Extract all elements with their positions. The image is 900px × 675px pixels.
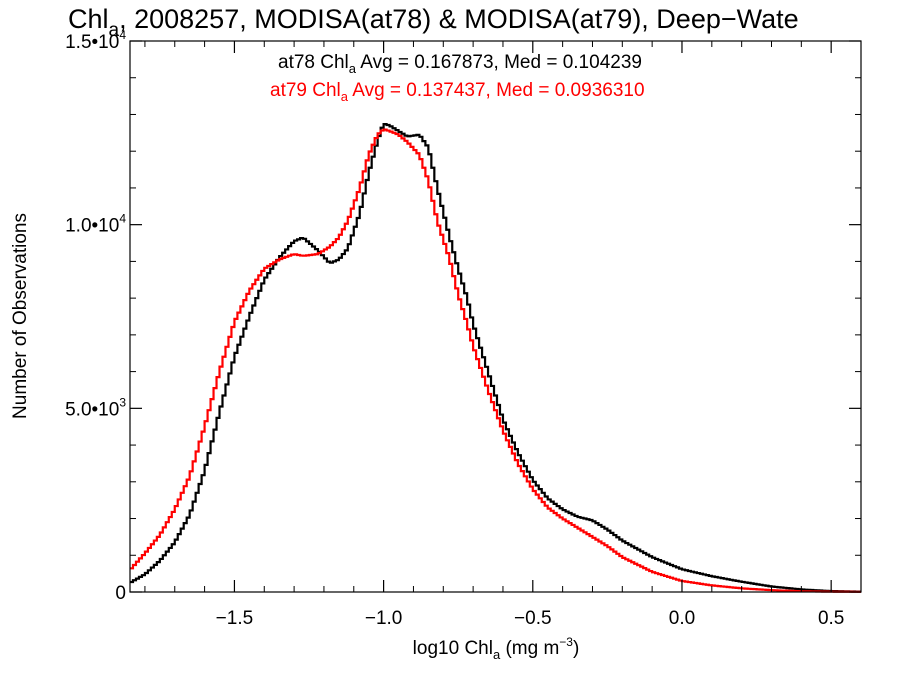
y-tick-label: 1.5•104 bbox=[65, 28, 126, 53]
chart-title: Chla, 2008257, MODISA(at78) & MODISA(at7… bbox=[68, 4, 799, 41]
x-tick-label: −0.5 bbox=[514, 608, 552, 629]
y-tick-label: 0 bbox=[115, 583, 126, 604]
y-axis-label: Number of Observations bbox=[10, 213, 31, 419]
x-axis-label: log10 Chla (mg m−3) bbox=[413, 635, 580, 662]
series-line-2 bbox=[130, 128, 861, 593]
x-tick-label: −1.0 bbox=[365, 608, 403, 629]
series-line-1 bbox=[130, 123, 861, 593]
x-tick-label: 0.0 bbox=[669, 608, 695, 629]
annotation-at78: at78 Chla Avg = 0.167873, Med = 0.104239 bbox=[278, 52, 642, 76]
y-tick-label: 1.0•104 bbox=[65, 212, 126, 237]
annotation-at79: at79 Chla Avg = 0.137437, Med = 0.093631… bbox=[270, 80, 645, 104]
tick-group: −1.5 −1.0 −0.5 0.0 0.5 0 5.0•103 1.0•104 1.5•104 bbox=[65, 28, 862, 629]
plot-frame bbox=[129, 40, 862, 593]
series-group bbox=[130, 123, 861, 593]
x-tick-label: 0.5 bbox=[818, 608, 844, 629]
y-tick-label: 5.0•103 bbox=[65, 395, 126, 420]
x-tick-label: −1.5 bbox=[216, 608, 254, 629]
